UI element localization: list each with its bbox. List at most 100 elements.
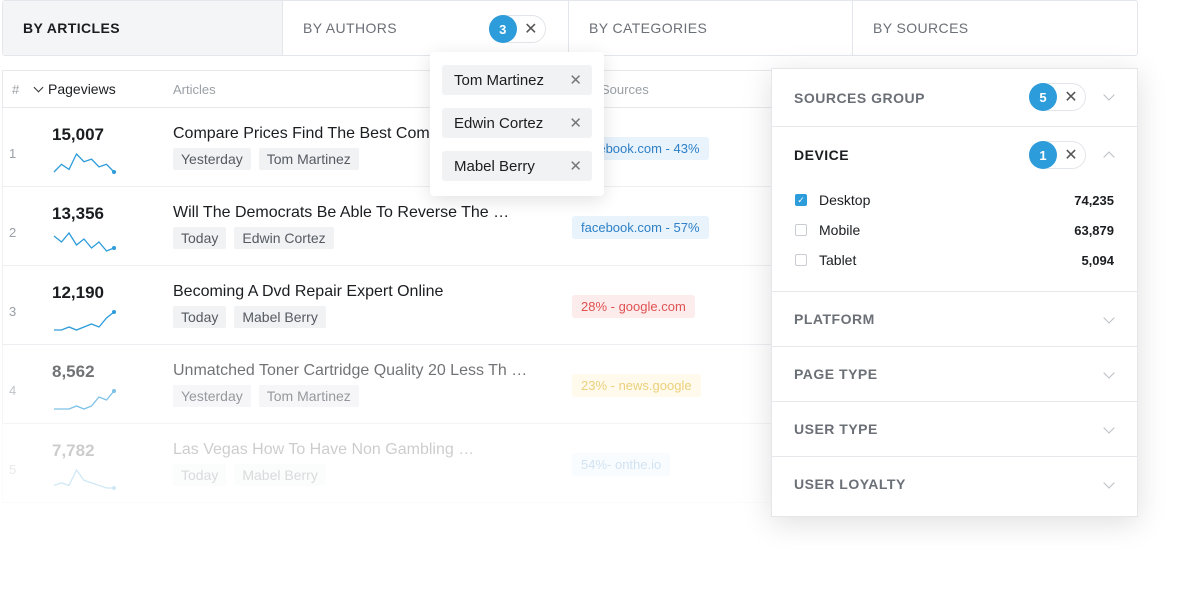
article-title[interactable]: Compare Prices Find The Best Computer [173,125,467,142]
pageviews-sparkline [54,310,116,331]
column-header-articles: Articles [173,81,216,97]
authors-dropdown: Tom Martinez ✕ Edwin Cortez ✕ Mabel Berr… [430,52,604,196]
tab-label: BY SOURCES [873,20,969,36]
row-rank: 4 [9,383,17,398]
table-row[interactable]: 2 13,356 Will The Democrats Be Able To R… [2,187,882,266]
checkbox-icon[interactable] [795,254,807,266]
table-row[interactable]: 3 12,190 Becoming A Dvd Repair Expert On… [2,266,882,345]
filter-section-page-type: PAGE TYPE [772,347,1137,402]
device-options: ✓ Desktop 74,235 Mobile 63,879 Tablet 5,… [772,183,1137,291]
article-title[interactable]: Unmatched Toner Cartridge Quality 20 Les… [173,362,528,379]
filter-section-header[interactable]: PLATFORM [772,292,1137,346]
filter-section-header[interactable]: USER LOYALTY [772,457,1137,511]
source-badge: facebook.com - 43% [572,137,709,160]
filter-panel: SOURCES GROUP 5 ✕ DEVICE 1 ✕ ✓ Desktop 7… [771,68,1138,517]
filter-section-sources-group: SOURCES GROUP 5 ✕ [772,69,1137,127]
pageviews-sparkline [53,231,116,252]
filter-section-header[interactable]: USER TYPE [772,402,1137,456]
device-count: 5,094 [1081,252,1114,268]
time-tag: Yesterday [173,148,251,170]
sparkline-path [53,152,115,173]
source-badge: facebook.com - 57% [572,216,709,239]
pageviews-sparkline [53,468,116,490]
device-filter-pill: 1 ✕ [1029,141,1086,169]
article-title[interactable]: Becoming A Dvd Repair Expert Online [173,283,444,300]
source-badge: 54%- onthe.io [572,453,671,476]
sort-chevron-icon [33,82,44,92]
sources-group-filter-pill: 5 ✕ [1029,83,1086,111]
row-rank: 5 [9,462,17,477]
selected-author-chip[interactable]: Tom Martinez ✕ [442,65,592,95]
sparkline-end-dot [112,486,116,490]
table-row[interactable]: 5 7,782 Las Vegas How To Have Non Gambli… [2,424,882,503]
row-rank: 2 [9,225,17,240]
article-tags: Today Edwin Cortez [173,227,334,249]
row-pageviews: 7,782 [52,441,95,460]
clear-device-icon[interactable]: ✕ [1064,147,1078,164]
time-tag: Today [173,227,227,249]
sparkline-path [53,231,115,252]
selected-author-chip[interactable]: Mabel Berry ✕ [442,151,592,181]
filter-section-platform: PLATFORM [772,292,1137,347]
sparkline-end-dot [112,246,116,250]
article-title[interactable]: Will The Democrats Be Able To Reverse Th… [173,204,510,221]
author-tag[interactable]: Mabel Berry [234,464,326,486]
article-tags: Yesterday Tom Martinez [173,385,359,407]
pageviews-sparkline [54,389,116,410]
filter-section-user-loyalty: USER LOYALTY [772,457,1137,511]
time-tag: Yesterday [173,385,251,407]
tab-by-authors[interactable]: BY AUTHORS 3 ✕ [283,1,569,55]
author-tag[interactable]: Tom Martinez [258,385,359,407]
device-option-tablet[interactable]: Tablet 5,094 [795,245,1114,275]
filter-section-header[interactable]: DEVICE [772,127,1137,183]
clear-authors-icon[interactable]: ✕ [524,21,538,38]
device-count: 74,235 [1074,192,1114,208]
article-title[interactable]: Las Vegas How To Have Non Gambling … [173,441,475,458]
checkbox-icon[interactable] [795,224,807,236]
checkbox-checked-icon[interactable]: ✓ [795,194,807,206]
clear-sources-group-icon[interactable]: ✕ [1064,89,1078,106]
device-count: 63,879 [1074,222,1114,238]
column-header-sources: Sources [601,81,649,97]
device-option-desktop[interactable]: ✓ Desktop 74,235 [795,185,1114,215]
filter-section-device: DEVICE 1 ✕ ✓ Desktop 74,235 Mobile 63,87… [772,127,1137,292]
device-count-badge: 1 [1029,141,1057,169]
tab-label: BY ARTICLES [23,20,120,36]
table-row[interactable]: 4 8,562 Unmatched Toner Cartridge Qualit… [2,345,882,424]
pageviews-sparkline [53,152,116,174]
device-label: Desktop [819,192,871,208]
author-tag[interactable]: Mabel Berry [234,306,326,328]
source-badge: 28% - google.com [572,295,695,318]
filter-section-label: USER LOYALTY [794,476,906,492]
author-tag[interactable]: Tom Martinez [258,148,359,170]
tab-by-articles[interactable]: BY ARTICLES [3,1,283,55]
article-tags: Today Mabel Berry [173,306,326,328]
row-pageviews: 15,007 [52,125,104,144]
filter-section-header[interactable]: SOURCES GROUP [772,69,1137,126]
tab-by-sources[interactable]: BY SOURCES [853,1,1137,55]
sources-group-count-badge: 5 [1029,83,1057,111]
column-header-label: Pageviews [48,81,116,97]
article-tags: Yesterday Tom Martinez [173,148,359,170]
selected-author-chip[interactable]: Edwin Cortez ✕ [442,108,592,138]
sparkline-path [53,468,114,489]
column-header-pageviews[interactable]: Pageviews [33,81,116,97]
remove-author-icon[interactable]: ✕ [569,158,582,175]
filter-section-label: SOURCES GROUP [794,89,925,106]
filter-section-label: PLATFORM [794,311,875,327]
sparkline-end-dot [112,389,116,393]
author-name: Tom Martinez [454,71,545,89]
device-label: Tablet [819,252,857,268]
column-header-rank: # [12,81,20,97]
device-option-mobile[interactable]: Mobile 63,879 [795,215,1114,245]
remove-author-icon[interactable]: ✕ [569,115,582,132]
time-tag: Today [173,464,227,486]
report-tabs: BY ARTICLES BY AUTHORS 3 ✕ BY CATEGORIES… [2,0,1138,56]
author-tag[interactable]: Edwin Cortez [234,227,334,249]
author-name: Edwin Cortez [454,114,544,132]
source-badge: 23% - news.google [572,374,701,397]
remove-author-icon[interactable]: ✕ [569,72,582,89]
filter-section-header[interactable]: PAGE TYPE [772,347,1137,401]
row-rank: 3 [9,304,17,319]
tab-by-categories[interactable]: BY CATEGORIES [569,1,853,55]
